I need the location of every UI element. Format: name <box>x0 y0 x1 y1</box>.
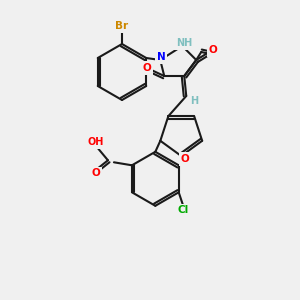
Text: NH: NH <box>176 38 192 48</box>
Text: H: H <box>190 96 198 106</box>
Text: Cl: Cl <box>177 205 188 215</box>
Text: N: N <box>157 52 166 62</box>
Text: Br: Br <box>116 21 129 31</box>
Text: O: O <box>209 45 218 55</box>
Text: O: O <box>143 63 152 73</box>
Text: O: O <box>181 154 190 164</box>
Text: OH: OH <box>88 137 104 147</box>
Text: O: O <box>92 168 100 178</box>
